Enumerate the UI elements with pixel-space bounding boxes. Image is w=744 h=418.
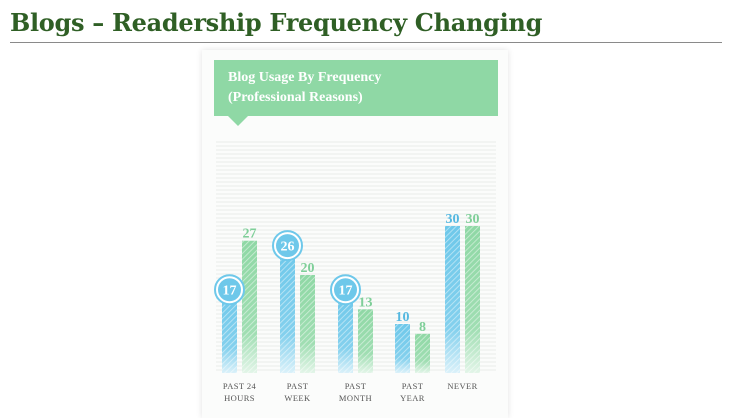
bar-fade bbox=[280, 245, 295, 373]
value-label: 10 bbox=[396, 310, 410, 325]
category-label: PAST bbox=[402, 381, 424, 391]
slide-title: Blogs – Readership Frequency Changing bbox=[10, 8, 543, 37]
bar-fade bbox=[222, 289, 237, 373]
category-label: NEVER bbox=[447, 381, 477, 391]
chart-subtitle: (Professional Reasons) bbox=[228, 90, 363, 105]
category-label: YEAR bbox=[400, 393, 425, 403]
category-label: WEEK bbox=[284, 393, 311, 403]
bar-fade bbox=[358, 309, 373, 373]
category-label: PAST bbox=[345, 381, 367, 391]
category-label: PAST 24 bbox=[223, 381, 257, 391]
bar-fade bbox=[338, 289, 353, 373]
title-banner: Blog Usage By Frequency (Professional Re… bbox=[214, 60, 498, 126]
infographic-panel: Blog Usage By Frequency (Professional Re… bbox=[202, 50, 508, 418]
title-divider bbox=[10, 42, 722, 43]
value-labels: 17 26 17 10 30 27 20 13 8 30 bbox=[214, 212, 480, 335]
bar-fade bbox=[242, 240, 257, 373]
bar-fade bbox=[300, 275, 315, 373]
value-badge bbox=[276, 234, 299, 258]
category-labels: PAST 24 HOURS PAST WEEK PAST MONTH PAST YEAR NEV… bbox=[223, 381, 477, 403]
category-label: HOURS bbox=[224, 393, 255, 403]
value-label: 17 bbox=[339, 284, 353, 299]
bar-fade bbox=[445, 226, 460, 373]
value-label: 8 bbox=[419, 320, 426, 335]
bars bbox=[222, 226, 480, 373]
bar-fade bbox=[415, 333, 430, 373]
bar-fade bbox=[395, 324, 410, 373]
value-label: 30 bbox=[446, 212, 460, 227]
bar-chart: Blog Usage By Frequency (Professional Re… bbox=[214, 60, 498, 403]
category-label: PAST bbox=[287, 381, 309, 391]
value-badge bbox=[218, 278, 241, 302]
value-label: 20 bbox=[301, 261, 315, 276]
value-badge bbox=[334, 278, 357, 302]
value-label: 17 bbox=[223, 284, 237, 299]
value-label: 30 bbox=[466, 212, 480, 227]
value-label: 27 bbox=[243, 227, 257, 242]
value-label: 13 bbox=[359, 295, 373, 310]
title-banner-shape bbox=[214, 60, 498, 126]
chart-title: Blog Usage By Frequency bbox=[228, 70, 381, 85]
bar-fade bbox=[465, 226, 480, 373]
value-label: 26 bbox=[281, 240, 295, 255]
category-label: MONTH bbox=[339, 393, 372, 403]
